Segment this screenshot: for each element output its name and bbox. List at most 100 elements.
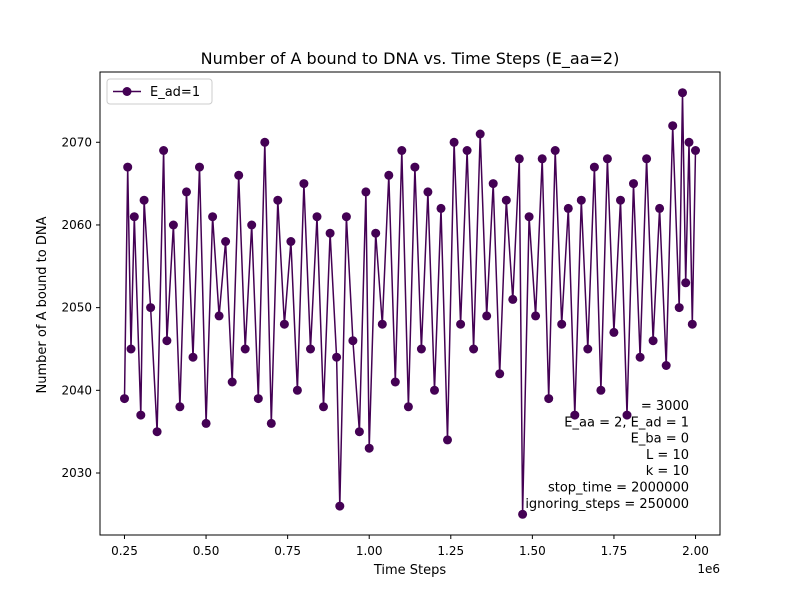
data-point (596, 385, 606, 395)
data-point (332, 352, 342, 362)
x-tick-label: 0.75 (274, 544, 301, 558)
legend-label: E_ad=1 (150, 85, 200, 100)
data-point (456, 319, 466, 329)
data-point (550, 146, 560, 155)
annotation-line: E_aa = 2, E_ad = 1 (564, 415, 689, 430)
x-offset-label: 1e6 (697, 562, 720, 576)
data-point (335, 501, 345, 511)
x-tick-label: 1.50 (519, 544, 546, 558)
axes-frame (99, 71, 721, 536)
data-point (162, 336, 172, 346)
data-point (319, 402, 328, 412)
data-point (214, 311, 224, 321)
data-point (449, 137, 459, 147)
data-point (469, 344, 479, 354)
annotation-line: L = 10 (646, 448, 689, 463)
data-point (403, 402, 413, 412)
data-point (537, 154, 547, 164)
data-point (430, 385, 439, 395)
data-point (227, 377, 237, 387)
data-point (292, 385, 302, 395)
x-tick-label: 1.25 (437, 544, 464, 558)
y-axis-label: Number of A bound to DNA (35, 216, 50, 393)
data-point (120, 394, 129, 404)
x-tick-label: 1.00 (356, 544, 383, 558)
data-point (286, 237, 296, 246)
data-point (126, 344, 136, 354)
data-point (436, 203, 446, 213)
data-point (354, 427, 364, 437)
x-tick-label: 0.25 (111, 544, 138, 558)
data-point (508, 294, 518, 304)
data-point (410, 162, 420, 172)
data-point (622, 410, 632, 420)
data-point (299, 179, 309, 189)
data-point (423, 187, 433, 197)
data-point (260, 137, 270, 147)
data-point (371, 228, 381, 238)
data-point (518, 509, 528, 519)
x-axis: 0.25 0.50 0.75 1.00 1.25 1.50 1.75 2.00 (111, 535, 709, 558)
data-point (576, 195, 586, 205)
y-tick-label: 2050 (61, 301, 92, 315)
data-point (488, 179, 498, 189)
data-point (384, 170, 394, 180)
annotation-line: k = 10 (646, 464, 689, 479)
data-point (364, 443, 374, 453)
data-point (152, 427, 162, 437)
data-point (175, 402, 185, 412)
data-point (129, 212, 139, 222)
data-point (221, 237, 231, 246)
chart-title: Number of A bound to DNA vs. Time Steps … (201, 49, 620, 69)
annotation-line: = 3000 (641, 399, 689, 414)
data-point (240, 344, 250, 354)
data-point (589, 162, 599, 172)
data-point (273, 195, 283, 205)
data-point (501, 195, 511, 205)
data-point (570, 410, 580, 420)
data-point (325, 228, 335, 238)
data-point (182, 187, 191, 197)
data-point (341, 212, 351, 222)
data-point (306, 344, 315, 354)
data-point (397, 146, 407, 155)
data-point (201, 418, 211, 428)
data-point (247, 220, 257, 230)
annotation-line: ignoring_steps = 250000 (525, 497, 689, 512)
data-point (482, 311, 492, 321)
data-point (602, 154, 612, 164)
data-point (661, 361, 671, 370)
data-point (684, 137, 694, 147)
data-point (674, 303, 684, 313)
legend-marker (122, 87, 132, 96)
x-tick-label: 0.50 (193, 544, 220, 558)
annotation-line: stop_time = 2000000 (548, 481, 689, 496)
y-tick-label: 2040 (61, 383, 92, 397)
data-point (168, 220, 178, 230)
data-point (208, 212, 218, 222)
data-point (678, 88, 687, 98)
y-tick-label: 2030 (61, 466, 92, 480)
data-point (524, 212, 534, 222)
y-tick-label: 2060 (61, 218, 92, 232)
data-point (563, 203, 573, 213)
data-point (629, 179, 638, 189)
data-point (531, 311, 541, 321)
data-point (514, 154, 524, 164)
data-point (462, 146, 472, 155)
legend-box (106, 78, 213, 105)
data-point (616, 195, 625, 205)
plot-area (99, 71, 721, 536)
data-point (583, 344, 593, 354)
data-point (544, 394, 554, 404)
data-point (655, 203, 665, 213)
data-point (642, 154, 652, 164)
data-point (253, 394, 263, 404)
data-point (681, 278, 691, 288)
data-point (443, 435, 452, 445)
annotation-line: E_ba = 0 (631, 432, 689, 447)
data-point (495, 369, 505, 379)
data-point (648, 336, 658, 346)
